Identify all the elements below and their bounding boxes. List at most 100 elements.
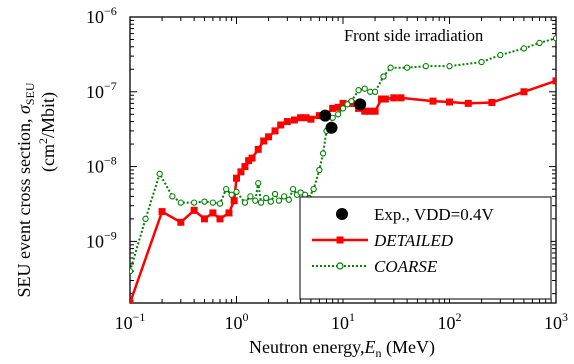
- coarse-point: [263, 194, 270, 202]
- front-side-annotation: Front side irradiation: [344, 26, 483, 45]
- detailed-point: [552, 77, 556, 85]
- detailed-point: [233, 174, 240, 182]
- coarse-point: [334, 111, 342, 118]
- legend-exp-label: Exp., VDD=0.4V: [374, 205, 494, 224]
- x-tick-label-exp: −1: [133, 310, 146, 324]
- coarse-point: [233, 188, 240, 195]
- coarse-point: [339, 105, 347, 112]
- detailed-point: [283, 118, 291, 126]
- coarse-point: [177, 199, 184, 206]
- legend-detailed-marker: [336, 236, 344, 244]
- y-tick-label-exp: −6: [104, 4, 117, 18]
- coarse-point: [497, 51, 504, 59]
- detailed-point: [241, 163, 249, 171]
- legend: Exp., VDD=0.4V DETAILED COARSE: [299, 196, 552, 300]
- x-tick-label: 103: [544, 310, 568, 333]
- detailed-point: [260, 137, 268, 145]
- coarse-point: [271, 190, 279, 198]
- coarse-point: [387, 64, 394, 71]
- exp-point: [325, 121, 338, 134]
- coarse-point: [209, 199, 217, 206]
- x-tick-labels: 10−1 100 101 102 103: [115, 310, 568, 333]
- legend-entry-exp: Exp., VDD=0.4V: [336, 205, 494, 224]
- x-axis-label-unit: (MeV): [381, 337, 434, 358]
- coarse-point: [355, 87, 362, 94]
- y-tick-label-base: 10: [86, 82, 104, 102]
- coarse-point: [130, 267, 134, 275]
- x-tick-label: 100: [225, 310, 249, 333]
- legend-coarse-label: COARSE: [374, 257, 438, 276]
- series-exp-vdd-0-4v: [319, 98, 367, 134]
- detailed-point: [254, 145, 262, 153]
- y-tick-label-base: 10: [86, 157, 104, 177]
- y-axis-label-line2: (cm2/Mbit): [36, 92, 59, 172]
- coarse-point: [169, 193, 176, 200]
- y-axis-label-var: σ: [14, 104, 34, 114]
- coarse-point: [552, 35, 556, 42]
- y-axis-label-sub: SEU: [23, 82, 37, 105]
- coarse-point: [520, 45, 528, 52]
- coarse-point: [255, 180, 262, 187]
- x-tick-label-base: 10: [544, 313, 562, 333]
- legend-detailed-label: DETAILED: [373, 231, 454, 250]
- detailed-point: [209, 209, 217, 217]
- y-tick-label: 10−6: [86, 4, 117, 27]
- coarse-point: [241, 199, 249, 206]
- y-tick-label: 10−7: [86, 79, 117, 102]
- x-tick-label-base: 10: [438, 313, 456, 333]
- coarse-point: [142, 215, 149, 223]
- detailed-point: [225, 209, 233, 217]
- detailed-point: [237, 168, 245, 176]
- legend-coarse-marker: [336, 262, 344, 270]
- coarse-point: [190, 199, 198, 206]
- detailed-point: [307, 115, 315, 123]
- detailed-point: [200, 215, 208, 223]
- x-tick-label: 101: [331, 310, 355, 333]
- coarse-point: [280, 193, 288, 200]
- coarse-point: [478, 58, 485, 66]
- coarse-point: [275, 197, 283, 204]
- y-tick-labels: 10−910−810−710−6: [86, 4, 117, 251]
- series-detailed: [130, 77, 556, 303]
- y-tick-label-base: 10: [86, 7, 104, 27]
- coarse-point: [316, 166, 323, 174]
- x-tick-label: 10−1: [115, 310, 146, 333]
- coarse-point: [247, 193, 254, 200]
- detailed-point: [216, 215, 224, 223]
- detailed-point: [339, 99, 347, 107]
- y-axis-label-line1: SEU event cross section, σSEU: [14, 82, 37, 297]
- y-tick-label-exp: −7: [104, 79, 117, 93]
- x-tick-label-base: 10: [115, 313, 133, 333]
- exp-point: [319, 109, 332, 122]
- coarse-point: [422, 63, 430, 70]
- detailed-point: [381, 95, 389, 103]
- x-tick-label-exp: 0: [243, 310, 249, 324]
- x-axis-label-sub: n: [375, 346, 381, 360]
- detailed-point: [378, 95, 386, 103]
- coarse-point: [201, 198, 208, 205]
- y-axis-unit-open: (cm: [38, 144, 59, 172]
- detailed-point: [390, 94, 398, 102]
- detailed-point: [302, 114, 310, 122]
- detailed-point: [277, 121, 285, 129]
- legend-exp-marker: [336, 208, 348, 220]
- coarse-point: [289, 185, 297, 193]
- y-tick-label: 10−9: [86, 228, 117, 251]
- x-tick-label: 102: [438, 310, 462, 333]
- legend-entry-detailed: DETAILED: [312, 231, 454, 250]
- detailed-point: [248, 154, 256, 162]
- x-axis-label-var: E: [363, 337, 375, 357]
- coarse-point: [228, 191, 235, 198]
- x-axis-label: Neutron energy,En (MeV): [249, 337, 435, 360]
- coarse-point: [371, 88, 379, 95]
- y-axis-unit-sup: 2: [36, 138, 50, 144]
- legend-entry-coarse: COARSE: [312, 257, 438, 276]
- detailed-point: [446, 98, 453, 106]
- detailed-point: [397, 94, 405, 102]
- x-tick-label-exp: 3: [562, 310, 568, 324]
- coarse-point: [223, 185, 230, 193]
- coarse-point: [310, 185, 317, 193]
- coarse-point: [403, 64, 411, 71]
- detailed-point: [366, 107, 374, 115]
- detailed-point: [265, 133, 273, 141]
